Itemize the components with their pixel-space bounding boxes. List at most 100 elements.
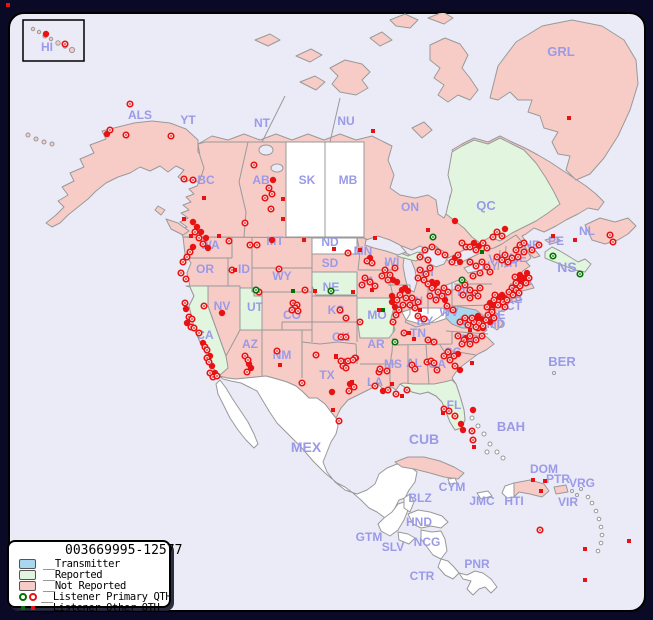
map-label-gtm: GTM (356, 530, 383, 544)
listener-other-marker (373, 236, 377, 240)
map-label-cub: CUB (409, 431, 439, 447)
map-label-nb: NB (523, 238, 541, 252)
map-label-cym: CYM (439, 480, 466, 494)
listener-other-marker (6, 3, 10, 7)
listener-other-marker (539, 489, 543, 493)
map-label-tx: TX (319, 368, 334, 382)
legend-row: __Listener Other QTH (19, 602, 169, 614)
legend-panel: 003669995-12577 __Transmitter __Reported _… (7, 540, 183, 614)
listener-other-marker (567, 116, 571, 120)
map-label-hi: HI (41, 40, 53, 54)
legend-row: __Not Reported (19, 579, 169, 592)
legend-title: 003669995-12577 (65, 543, 183, 558)
lake-michigan (402, 257, 418, 293)
legend-item-label: __Reported (43, 568, 103, 581)
listener-cluster-marker (182, 305, 190, 313)
map-label-or: OR (196, 262, 214, 276)
listener-other-marker (233, 268, 237, 272)
listener-cluster-marker (197, 228, 205, 236)
map-label-on: ON (401, 200, 419, 214)
listener-other-marker (313, 289, 317, 293)
map-label-ncg: NCG (414, 535, 441, 549)
legend-row: __Listener Primary QTH (19, 590, 172, 603)
region-costa-rica (437, 558, 460, 580)
legend-glyph-red-ring (29, 592, 37, 601)
region-greenland (489, 19, 639, 181)
listener-other-marker (426, 228, 430, 232)
listener-cluster-marker (269, 176, 277, 184)
map-label-wy: WY (272, 269, 291, 283)
listener-other-marker (400, 394, 404, 398)
listener-cluster-marker (202, 234, 210, 242)
listener-other-green-marker (480, 250, 484, 254)
land-layer (22, 13, 639, 596)
listener-cluster-marker (457, 420, 465, 428)
map-label-ar: AR (367, 337, 385, 351)
listener-other-green-marker (291, 289, 295, 293)
map-label-grl: GRL (547, 44, 575, 59)
listener-other-marker (412, 337, 416, 341)
listener-cluster-marker (456, 366, 464, 374)
listener-other-marker (551, 234, 555, 238)
map-label-mex: MEX (291, 439, 322, 455)
map-label-az: AZ (242, 337, 258, 351)
map-label-vir: VIR (558, 495, 578, 509)
legend-row: __Reported (19, 568, 169, 581)
listener-cluster-marker (189, 218, 197, 226)
region-jamaica (476, 490, 493, 500)
map-label-nu: NU (337, 114, 354, 128)
listener-other-marker (334, 354, 338, 358)
map-label-ms: MS (384, 357, 402, 371)
map-label-ptr: PTR (546, 472, 570, 486)
listener-other-marker (472, 445, 476, 449)
legend-rows: __Transmitter __Reported __Not Reported __L… (9, 557, 172, 614)
listener-cluster-marker (42, 30, 50, 38)
map-label-ne: NE (323, 280, 340, 294)
map-label-bah: BAH (497, 419, 525, 434)
listener-other-marker (278, 363, 282, 367)
listener-other-marker (202, 196, 206, 200)
legend-item-label: __Transmitter (43, 557, 120, 570)
legend-swatch-reported (19, 569, 36, 580)
map-label-hti: HTI (504, 494, 523, 508)
listener-other-marker (531, 478, 535, 482)
hawaii-inset-box (22, 19, 85, 62)
listener-cluster-marker (218, 309, 226, 317)
listener-cluster-marker (433, 279, 441, 287)
listener-other-marker (358, 248, 362, 252)
region-nova-scotia (544, 246, 592, 273)
listener-cluster-marker (328, 388, 336, 396)
listener-cluster-marker (404, 287, 412, 295)
region-arctic-island (329, 59, 371, 96)
map-label-jmc: JMC (469, 494, 495, 508)
listener-cluster-marker (501, 225, 509, 233)
region-honduras (407, 509, 449, 529)
region-vancouver-island (165, 218, 190, 236)
map-label-hnd: HND (406, 515, 432, 529)
listener-other-marker (441, 411, 445, 415)
legend-swatch-not_reported (19, 580, 36, 591)
map-label-als: ALS (128, 108, 152, 122)
listener-cluster-marker (393, 278, 401, 286)
map-label-yt: YT (180, 113, 196, 127)
listener-other-green-marker (381, 308, 385, 312)
region-newfoundland (584, 217, 637, 245)
legend-glyph-green-ring (19, 592, 27, 601)
map-label-vrg: VRG (569, 476, 595, 490)
listener-other-marker (543, 479, 547, 483)
map-label-sk: SK (299, 173, 316, 187)
listener-other-marker (281, 217, 285, 221)
listener-other-marker (583, 578, 587, 582)
listener-other-marker (350, 380, 354, 384)
region-nicaragua (420, 529, 448, 560)
listener-other-marker (583, 547, 587, 551)
legend-item-label: __Not Reported (43, 579, 126, 592)
map-label-dom: DOM (530, 462, 558, 476)
region-cuba (394, 456, 465, 480)
listener-other-marker (351, 290, 355, 294)
map-label-id: ID (238, 262, 250, 276)
legend-item-label: __Listener Primary QTH (41, 590, 172, 603)
listener-other-marker (302, 238, 306, 242)
